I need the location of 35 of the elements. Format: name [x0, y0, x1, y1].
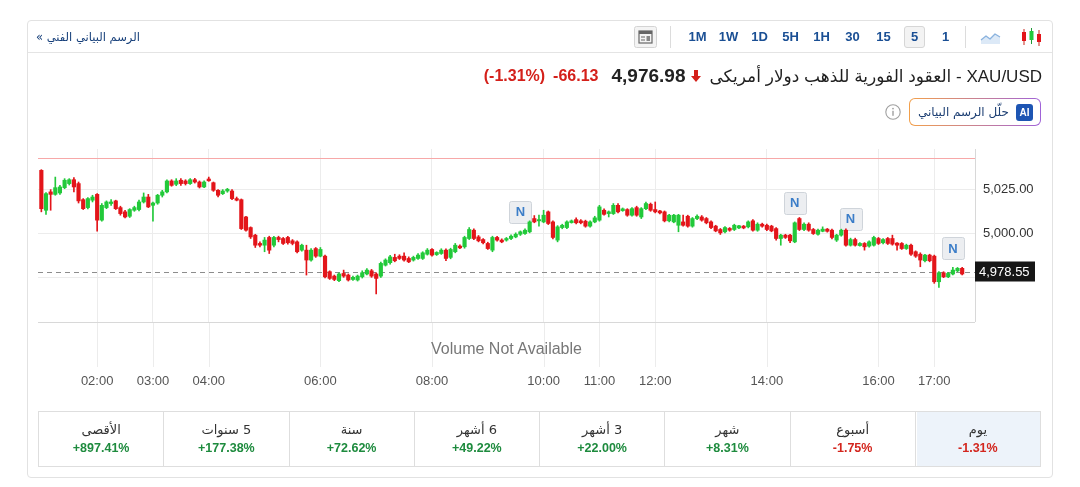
text: (-1.31%)	[483, 67, 546, 85]
x-tick-label: 03:00	[136, 373, 170, 389]
chart-title: XAU/USD - العقود الفورية للذهب دولار أمريكى	[709, 65, 1042, 87]
x-tick-label: 11:00	[583, 373, 616, 389]
text: الرسم البياني الفني »	[36, 29, 141, 45]
text: Volume Not Available	[430, 339, 583, 359]
text: 4,976.98	[611, 65, 686, 87]
x-tick-label: 02:00	[80, 373, 114, 389]
x-tick-label: 17:00	[917, 373, 951, 389]
y-tick-label: 5,025.00	[983, 181, 1034, 197]
category-label: 6 أشهر	[455, 422, 498, 438]
annotation: N	[515, 203, 526, 219]
ai-icon: AI	[1016, 103, 1033, 121]
annotation: N	[948, 240, 958, 256]
x-tick-label: 10:00	[527, 373, 560, 389]
annotation: N	[845, 211, 856, 227]
y-tick-label: 5,000.00	[983, 225, 1034, 241]
x-tick-label: 12:00	[638, 373, 672, 389]
text: -66.13	[553, 67, 599, 85]
category-label: سنة	[339, 422, 364, 438]
x-tick-label: 06:00	[304, 373, 337, 389]
candlestick	[536, 214, 542, 227]
x-tick-label: 08:00	[415, 373, 449, 389]
category-label: يوم	[967, 422, 989, 438]
x-tick-label: 04:00	[192, 373, 226, 389]
candlestick	[150, 201, 156, 222]
category-label: 3 أشهر	[580, 422, 624, 438]
category-label: شهر	[713, 422, 741, 438]
timeframe-toolbar: 1M 1W 1D 5H 1H 30 15 5 1	[670, 26, 966, 48]
category-label: 5 سنوات	[200, 422, 253, 438]
annotation: N	[790, 194, 800, 210]
ref-line-label: 4,978.55	[979, 263, 1030, 279]
x-tick-label: 14:00	[750, 373, 784, 389]
x-tick-label: 16:00	[862, 373, 895, 389]
category-label: أسبوع	[835, 422, 871, 438]
